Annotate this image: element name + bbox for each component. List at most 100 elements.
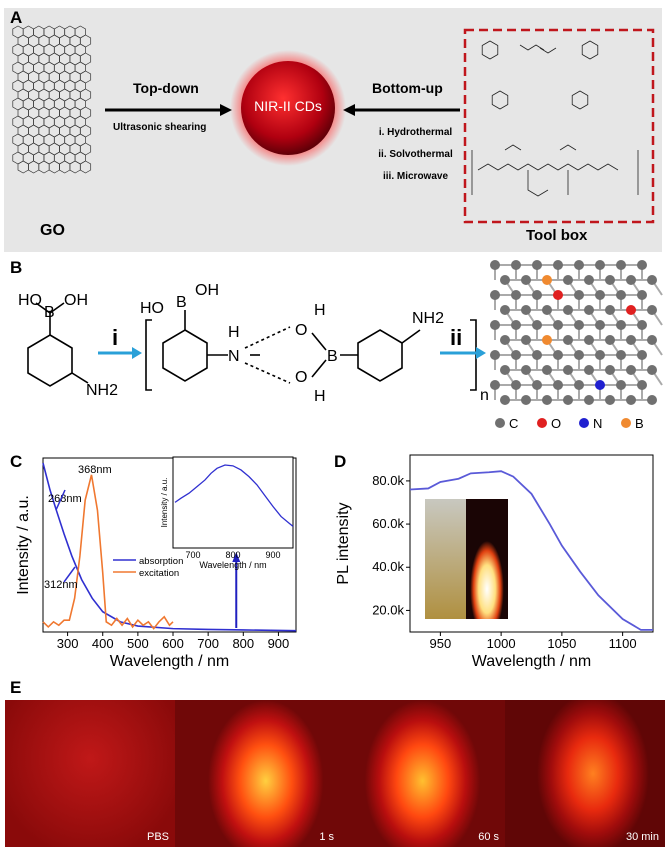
atom (626, 305, 636, 315)
atom (626, 395, 636, 405)
legend-dot-N (579, 418, 589, 428)
atom (605, 365, 615, 375)
atom (584, 305, 594, 315)
atom (553, 320, 563, 330)
inset-x-axis-label: Wavelength / nm (199, 560, 266, 570)
molecule-ring (581, 40, 599, 60)
legend-label-N: N (593, 416, 602, 431)
atom (595, 380, 605, 390)
atom (574, 380, 584, 390)
svg-text:HO: HO (18, 292, 42, 309)
atom (542, 395, 552, 405)
atom (532, 380, 542, 390)
legend-dot-B (621, 418, 631, 428)
svg-text:HO: HO (140, 300, 164, 317)
atom (563, 275, 573, 285)
svg-text:H: H (314, 302, 326, 319)
atom (553, 350, 563, 360)
panel-a-drawing (12, 25, 655, 224)
series-excitation (42, 474, 174, 630)
atom (584, 365, 594, 375)
atom (605, 335, 615, 345)
polymer-brackets (145, 319, 477, 391)
hexagon (48, 160, 60, 174)
atom (616, 320, 626, 330)
y-tick-label: 20.0k (372, 602, 404, 617)
y-tick-label: 60.0k (372, 516, 404, 531)
hexagon (69, 160, 81, 174)
atom (542, 305, 552, 315)
atom (500, 395, 510, 405)
panel-b-drawing: HO B OH NH2 B HO OH NH OO B HH NH2 n i (18, 260, 663, 431)
atom (584, 335, 594, 345)
panel-b-label: B (10, 258, 23, 277)
graphene-oxide-structure (12, 25, 92, 174)
molecule-ring (571, 90, 589, 110)
atom (532, 320, 542, 330)
legend-label-excitation: excitation (139, 568, 179, 579)
frame-caption: 60 s (478, 831, 499, 843)
svg-text:B: B (327, 348, 338, 365)
atom (647, 335, 657, 345)
atom (500, 335, 510, 345)
atom (616, 380, 626, 390)
step-i-label: i (112, 325, 118, 350)
method-solvothermal: ii. Solvothermal (378, 149, 453, 160)
atom (616, 290, 626, 300)
atom (647, 305, 657, 315)
svg-text:OH: OH (195, 282, 219, 299)
atom (584, 395, 594, 405)
atom (490, 290, 500, 300)
bottom-up-label: Bottom-up (372, 80, 443, 96)
atom (521, 275, 531, 285)
image-30min: 30 min (505, 700, 665, 847)
legend-dot-C (495, 418, 505, 428)
x-tick-label: 600 (162, 636, 184, 651)
atom (521, 305, 531, 315)
svg-text:N: N (228, 348, 240, 365)
x-tick-label: 950 (430, 636, 452, 651)
atom (637, 320, 647, 330)
panel-d-label: D (334, 452, 347, 471)
inset-x-tick-label: 700 (185, 550, 200, 560)
top-down-method: Ultrasonic shearing (113, 122, 207, 133)
atom (500, 275, 510, 285)
hexagon (28, 160, 40, 174)
x-tick-label: 500 (127, 636, 149, 651)
atom (553, 290, 563, 300)
atom (605, 305, 615, 315)
polymer-atom-labels: B HO OH NH OO B HH NH2 n (140, 282, 489, 405)
hexagon (17, 160, 29, 174)
frame-caption: 30 min (625, 831, 659, 843)
svg-text:H: H (314, 388, 326, 405)
atom (511, 260, 521, 270)
atom (637, 290, 647, 300)
x-tick-label: 1100 (609, 636, 637, 651)
x-tick-label: 300 (57, 636, 79, 651)
toolbox-border (463, 28, 655, 224)
atom (616, 350, 626, 360)
image-1s: 1 s (175, 700, 340, 847)
nir-cds-sphere (241, 61, 335, 155)
x-tick-label: 700 (197, 636, 219, 651)
doped-carbon-lattice (490, 260, 663, 405)
benzene-ring-polymer-2 (357, 329, 403, 382)
atom (542, 335, 552, 345)
legend-label-B: B (635, 416, 644, 431)
atom (605, 275, 615, 285)
x-axis-label: Wavelength / nm (472, 653, 591, 670)
x-tick-label: 800 (232, 636, 254, 651)
hexagon (79, 160, 92, 174)
vial-photo-daylight (425, 499, 466, 619)
atom (637, 350, 647, 360)
legend-label-C: C (509, 416, 518, 431)
atom (500, 365, 510, 375)
go-label: GO (40, 222, 65, 239)
atom (595, 350, 605, 360)
ethylenediamine (519, 44, 557, 54)
atom (563, 395, 573, 405)
atom (574, 290, 584, 300)
plot-frame (42, 457, 297, 633)
